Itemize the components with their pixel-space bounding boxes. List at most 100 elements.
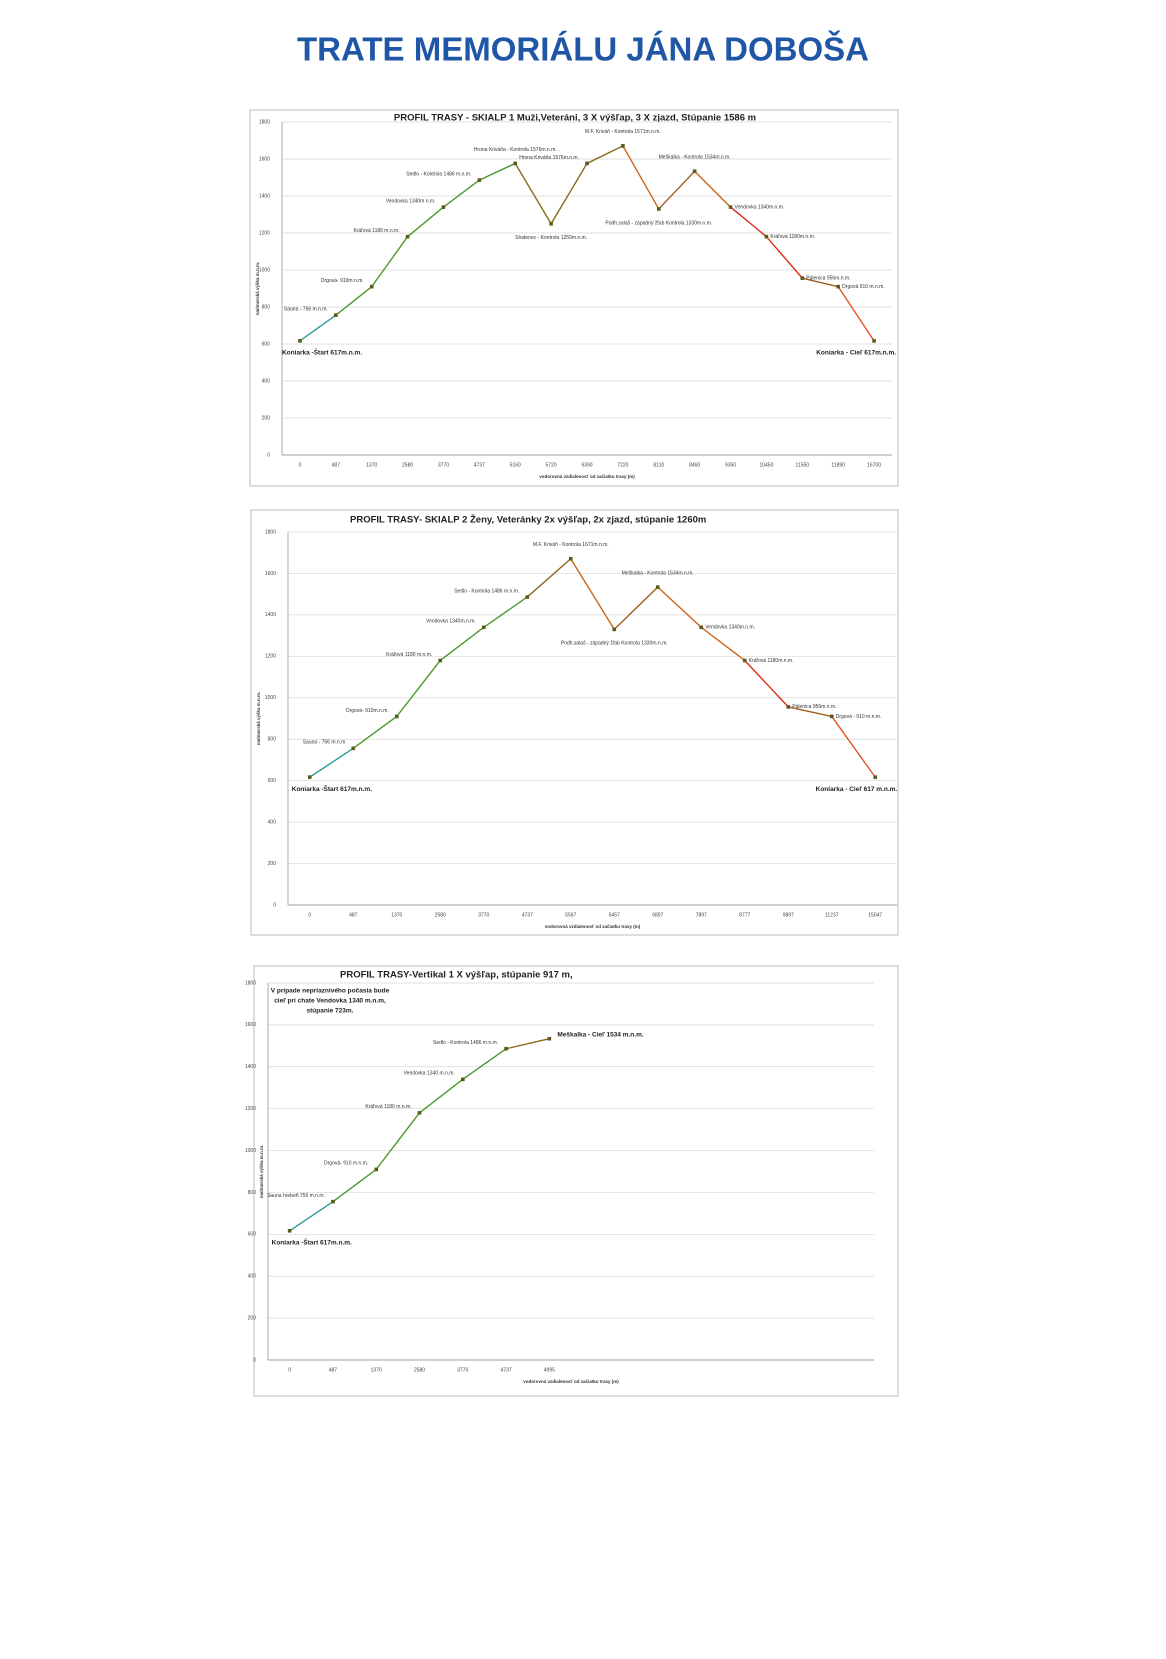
x-tick-label: 487	[349, 912, 358, 918]
point-label: Pálenica 956m.n.m.	[792, 704, 836, 710]
x-tick-label: 11890	[831, 462, 845, 468]
line-segment	[570, 558, 615, 630]
marker	[836, 284, 840, 289]
line-segment	[289, 1201, 334, 1232]
line-segment	[788, 706, 832, 718]
line-segment	[479, 162, 516, 181]
marker	[331, 1199, 335, 1204]
point-label: Meškalka - Kontrola 1534m.n.m.	[659, 155, 731, 161]
point-label: Studenec - Kontrola 1250m.n.m.	[515, 235, 587, 241]
x-tick-label: 4737	[501, 1367, 512, 1373]
y-tick-label: 1000	[245, 1148, 256, 1154]
point-label: Kráľová 1180 m.n.m.	[353, 228, 399, 234]
marker	[699, 625, 704, 630]
point-label: Podh.salaš - západný žľab Kontrola 1330m…	[561, 641, 668, 647]
x-tick-label: 3770	[457, 1367, 468, 1373]
line-segment	[837, 286, 875, 342]
x-tick-label: 11550	[796, 462, 810, 468]
x-tick-label: 16700	[867, 462, 881, 468]
marker	[829, 714, 834, 719]
y-tick-label: 400	[268, 819, 277, 825]
x-tick-label: 2580	[414, 1367, 425, 1373]
marker	[786, 705, 791, 709]
marker	[547, 1036, 552, 1041]
x-tick-label: 8460	[689, 462, 700, 468]
x-tick-label: 8110	[653, 462, 664, 468]
x-tick-label: 1370	[371, 1367, 382, 1373]
marker	[764, 234, 769, 239]
x-axis-label: vodorovná vzdialenosť od začiatku trasy …	[523, 1379, 619, 1384]
marker	[728, 205, 733, 209]
y-tick-label: 0	[253, 1357, 256, 1363]
marker	[460, 1077, 465, 1082]
y-tick-label: 1400	[259, 193, 270, 199]
point-label: Koniarka - Cieľ 617m.n.m.	[816, 350, 896, 357]
x-tick-label: 8777	[739, 912, 750, 918]
line-segment	[802, 277, 839, 288]
marker	[621, 144, 625, 148]
x-tick-label: 6457	[609, 912, 620, 918]
y-axis-label: nadmorská výška m.n.m.	[259, 1145, 264, 1199]
x-tick-label: 487	[329, 1367, 338, 1373]
marker	[441, 205, 446, 209]
x-tick-label: 7220	[617, 462, 628, 468]
y-tick-label: 1000	[265, 695, 276, 701]
marker	[585, 161, 589, 166]
y-tick-label: 0	[273, 902, 276, 908]
y-tick-label: 1200	[265, 654, 276, 660]
x-tick-label: 3770	[478, 912, 489, 918]
x-tick-label: 2580	[435, 912, 446, 918]
line-segment	[694, 170, 732, 208]
marker	[369, 284, 374, 289]
x-tick-label: 487	[332, 462, 341, 468]
x-tick-label: 2580	[402, 462, 413, 468]
line-segment	[526, 558, 572, 598]
line-segment	[505, 1038, 550, 1050]
line-segment	[371, 236, 409, 288]
y-tick-label: 200	[248, 1315, 257, 1321]
x-tick-label: 1370	[366, 462, 377, 468]
marker	[298, 339, 302, 343]
line-segment	[396, 660, 441, 717]
x-tick-label: 4995	[544, 1367, 555, 1373]
marker	[873, 775, 878, 779]
point-label: Sedlo - Kontrola 1486 m.n.m.	[454, 588, 519, 594]
marker	[655, 585, 660, 589]
line-segment	[765, 236, 803, 279]
chart-title: PROFIL TRASY - SKIALP 1 Muži,Veteráni, 3…	[394, 113, 756, 124]
line-segment	[332, 1168, 377, 1203]
y-tick-label: 0	[267, 452, 270, 458]
y-axis-label: nadmorská výška m.n.m.	[255, 262, 260, 316]
line-segment	[613, 586, 659, 630]
x-tick-label: 11237	[825, 912, 839, 918]
point-label: Vendovka 1340 m.n.m.	[404, 1071, 455, 1077]
point-label: Hrona Kriváňa - Kontrola 1576m.n.m.	[474, 147, 557, 153]
y-tick-label: 200	[262, 415, 271, 421]
y-tick-label: 1600	[245, 1022, 256, 1028]
marker	[334, 313, 338, 317]
x-tick-label: 3770	[438, 462, 449, 468]
y-tick-label: 1000	[259, 267, 270, 273]
marker	[504, 1046, 508, 1051]
marker	[374, 1167, 379, 1172]
point-label: Drgová- 910m.n.m.	[346, 708, 389, 714]
y-tick-label: 1400	[265, 612, 276, 618]
marker	[525, 595, 530, 599]
line-segment	[439, 626, 485, 662]
point-label: Sauna - 756 m.n.m	[303, 740, 346, 746]
x-tick-label: 0	[299, 462, 302, 468]
chart-frame	[250, 509, 899, 936]
point-label: Vendovka 1340m.n.m.	[735, 204, 785, 210]
x-tick-label: 15047	[868, 912, 882, 918]
annotation: V prípade nepriaznivého počasia bude	[271, 988, 390, 995]
page-title: TRATE MEMORIÁLU JÁNA DOBOŠA	[297, 30, 869, 68]
line-segment	[407, 206, 444, 238]
line-segment	[419, 1078, 464, 1114]
marker	[568, 556, 573, 561]
chart: PROFIL TRASY - SKIALP 1 Muži,Veteráni, 3…	[249, 109, 899, 487]
x-tick-label: 9350	[725, 462, 736, 468]
x-tick-label: 5160	[510, 462, 521, 468]
y-tick-label: 800	[268, 737, 277, 743]
line-segment	[831, 716, 876, 778]
y-tick-label: 1200	[245, 1106, 256, 1112]
